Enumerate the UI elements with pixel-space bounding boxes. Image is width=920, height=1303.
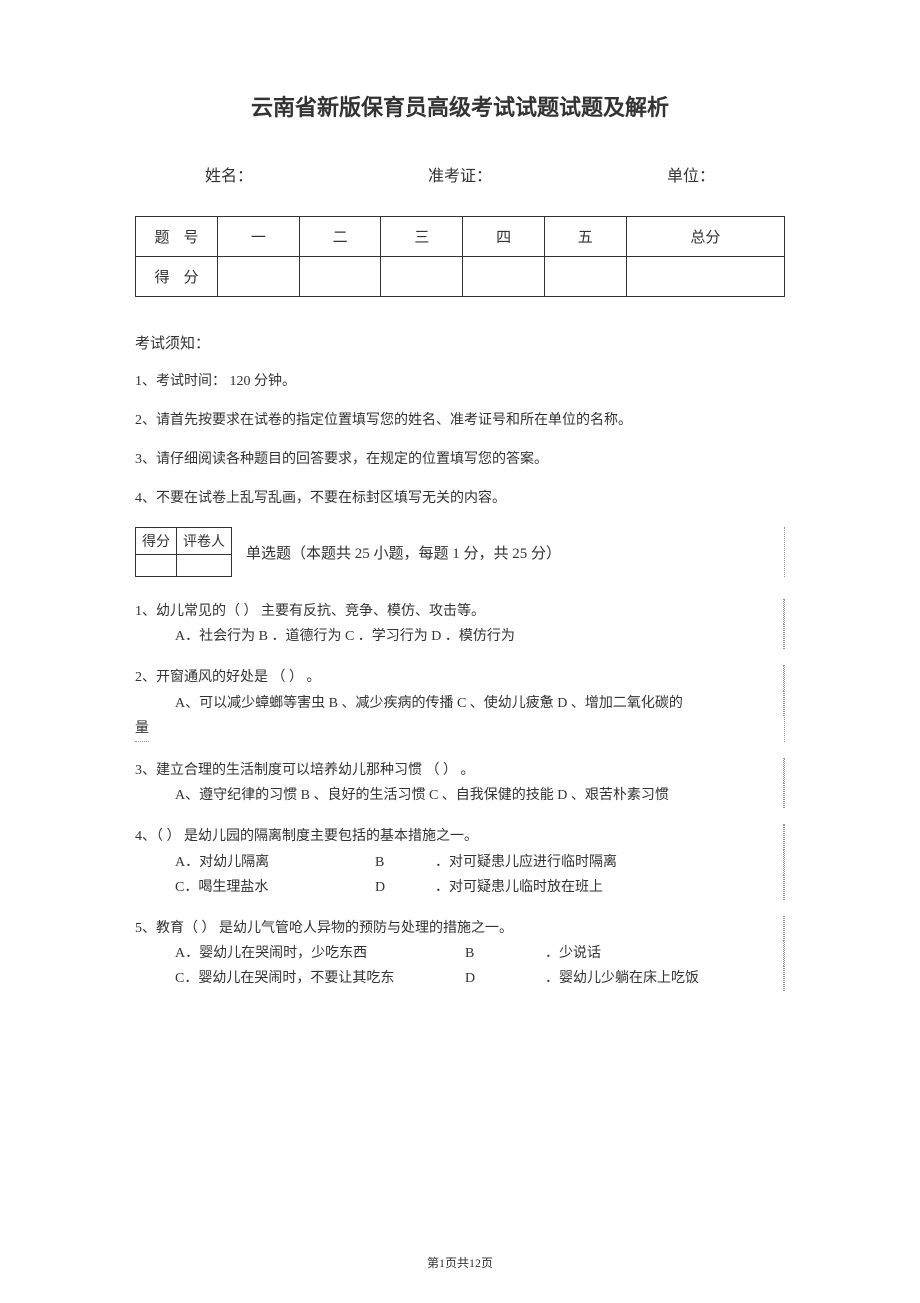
- exam-id-label: 准考证：: [428, 162, 492, 186]
- question-stem: 5、教育（ ） 是幼儿气管呛人异物的预防与处理的措施之一。: [135, 916, 784, 941]
- section-header: 得分 评卷人 单选题（本题共 25 小题，每题 1 分，共 25 分）: [135, 527, 785, 577]
- score-cell: [463, 257, 545, 297]
- option-block: A．婴幼儿在哭闹时，少吃东西 B ．少说话 C．婴幼儿在哭闹时，不要让其吃东 D…: [135, 941, 780, 991]
- table-row: 得分: [136, 257, 785, 297]
- col-header: 三: [381, 217, 463, 257]
- option-row: C．婴幼儿在哭闹时，不要让其吃东 D ．婴幼儿少躺在床上吃饭: [175, 966, 784, 991]
- page-title: 云南省新版保育员高级考试试题试题及解析: [135, 90, 785, 122]
- page-footer: 第1页共12页: [0, 1254, 920, 1271]
- unit-label: 单位：: [667, 162, 715, 186]
- score-cell: [218, 257, 300, 297]
- question-options: A．社会行为 B ．道德行为 C ．学习行为 D ．模仿行为: [135, 624, 784, 649]
- option-label: D: [465, 966, 545, 991]
- option-c: C．喝生理盐水: [175, 875, 375, 900]
- option-label: B: [375, 850, 435, 875]
- col-header: 二: [299, 217, 381, 257]
- option-text: ．对可疑患儿临时放在班上: [435, 875, 779, 900]
- option-text: ．对可疑患儿应进行临时隔离: [435, 850, 779, 875]
- score-cell: [381, 257, 463, 297]
- question: 4、（ ） 是幼儿园的隔离制度主要包括的基本措施之一。 A．对幼儿隔离 B ．对…: [135, 824, 785, 900]
- option-a: A．对幼儿隔离: [175, 850, 375, 875]
- question-tail: 量: [135, 716, 149, 742]
- row-label: 得分: [136, 257, 218, 297]
- instruction-item: 3、请仔细阅读各种题目的回答要求，在规定的位置填写您的答案。: [135, 449, 785, 470]
- instructions-title: 考试须知：: [135, 332, 785, 353]
- option-row: C．喝生理盐水 D ．对可疑患儿临时放在班上: [175, 875, 784, 900]
- option-text: ．婴幼儿少躺在床上吃饭: [545, 966, 779, 991]
- col-header: 总分: [626, 217, 784, 257]
- grade-box: 得分 评卷人: [135, 527, 232, 577]
- question: 1、幼儿常见的（ ） 主要有反抗、竞争、模仿、攻击等。 A．社会行为 B ．道德…: [135, 599, 785, 649]
- option-c: C．婴幼儿在哭闹时，不要让其吃东: [175, 966, 465, 991]
- score-table: 题号 一 二 三 四 五 总分 得分: [135, 216, 785, 297]
- score-cell: [544, 257, 626, 297]
- question-stem: 3、建立合理的生活制度可以培养幼儿那种习惯 （ ） 。: [135, 758, 784, 783]
- table-row: 题号 一 二 三 四 五 总分: [136, 217, 785, 257]
- col-header: 五: [544, 217, 626, 257]
- option-text: ．少说话: [545, 941, 779, 966]
- row-label: 题号: [136, 217, 218, 257]
- grade-score-label: 得分: [136, 528, 177, 555]
- instruction-item: 2、请首先按要求在试卷的指定位置填写您的姓名、准考证号和所在单位的名称。: [135, 410, 785, 431]
- score-cell: [299, 257, 381, 297]
- question-stem: 4、（ ） 是幼儿园的隔离制度主要包括的基本措施之一。: [135, 824, 784, 849]
- grade-score-cell: [136, 555, 177, 577]
- question-stem: 1、幼儿常见的（ ） 主要有反抗、竞争、模仿、攻击等。: [135, 599, 784, 624]
- option-row: A．婴幼儿在哭闹时，少吃东西 B ．少说话: [175, 941, 784, 966]
- question: 3、建立合理的生活制度可以培养幼儿那种习惯 （ ） 。 A、遵守纪律的习惯 B …: [135, 758, 785, 808]
- option-block: A．对幼儿隔离 B ．对可疑患儿应进行临时隔离 C．喝生理盐水 D ．对可疑患儿…: [135, 850, 780, 900]
- name-label: 姓名：: [205, 162, 253, 186]
- question: 2、开窗通风的好处是 （ ） 。 A、可以减少蟑螂等害虫 B 、减少疾病的传播 …: [135, 665, 785, 742]
- instruction-item: 4、不要在试卷上乱写乱画，不要在标封区填写无关的内容。: [135, 488, 785, 509]
- option-label: D: [375, 875, 435, 900]
- question-stem: 2、开窗通风的好处是 （ ） 。: [135, 665, 784, 690]
- grade-grader-label: 评卷人: [177, 528, 232, 555]
- grade-grader-cell: [177, 555, 232, 577]
- question-options: A、遵守纪律的习惯 B 、良好的生活习惯 C 、自我保健的技能 D 、艰苦朴素习…: [135, 783, 784, 808]
- question: 5、教育（ ） 是幼儿气管呛人异物的预防与处理的措施之一。 A．婴幼儿在哭闹时，…: [135, 916, 785, 992]
- option-a: A．婴幼儿在哭闹时，少吃东西: [175, 941, 465, 966]
- score-cell: [626, 257, 784, 297]
- section-title: 单选题（本题共 25 小题，每题 1 分，共 25 分）: [246, 542, 561, 563]
- instruction-item: 1、考试时间： 120 分钟。: [135, 371, 785, 392]
- header-fields: 姓名： 准考证： 单位：: [135, 162, 785, 186]
- option-row: A．对幼儿隔离 B ．对可疑患儿应进行临时隔离: [175, 850, 784, 875]
- question-options: A、可以减少蟑螂等害虫 B 、减少疾病的传播 C 、使幼儿疲惫 D 、增加二氧化…: [135, 691, 784, 716]
- col-header: 一: [218, 217, 300, 257]
- option-label: B: [465, 941, 545, 966]
- col-header: 四: [463, 217, 545, 257]
